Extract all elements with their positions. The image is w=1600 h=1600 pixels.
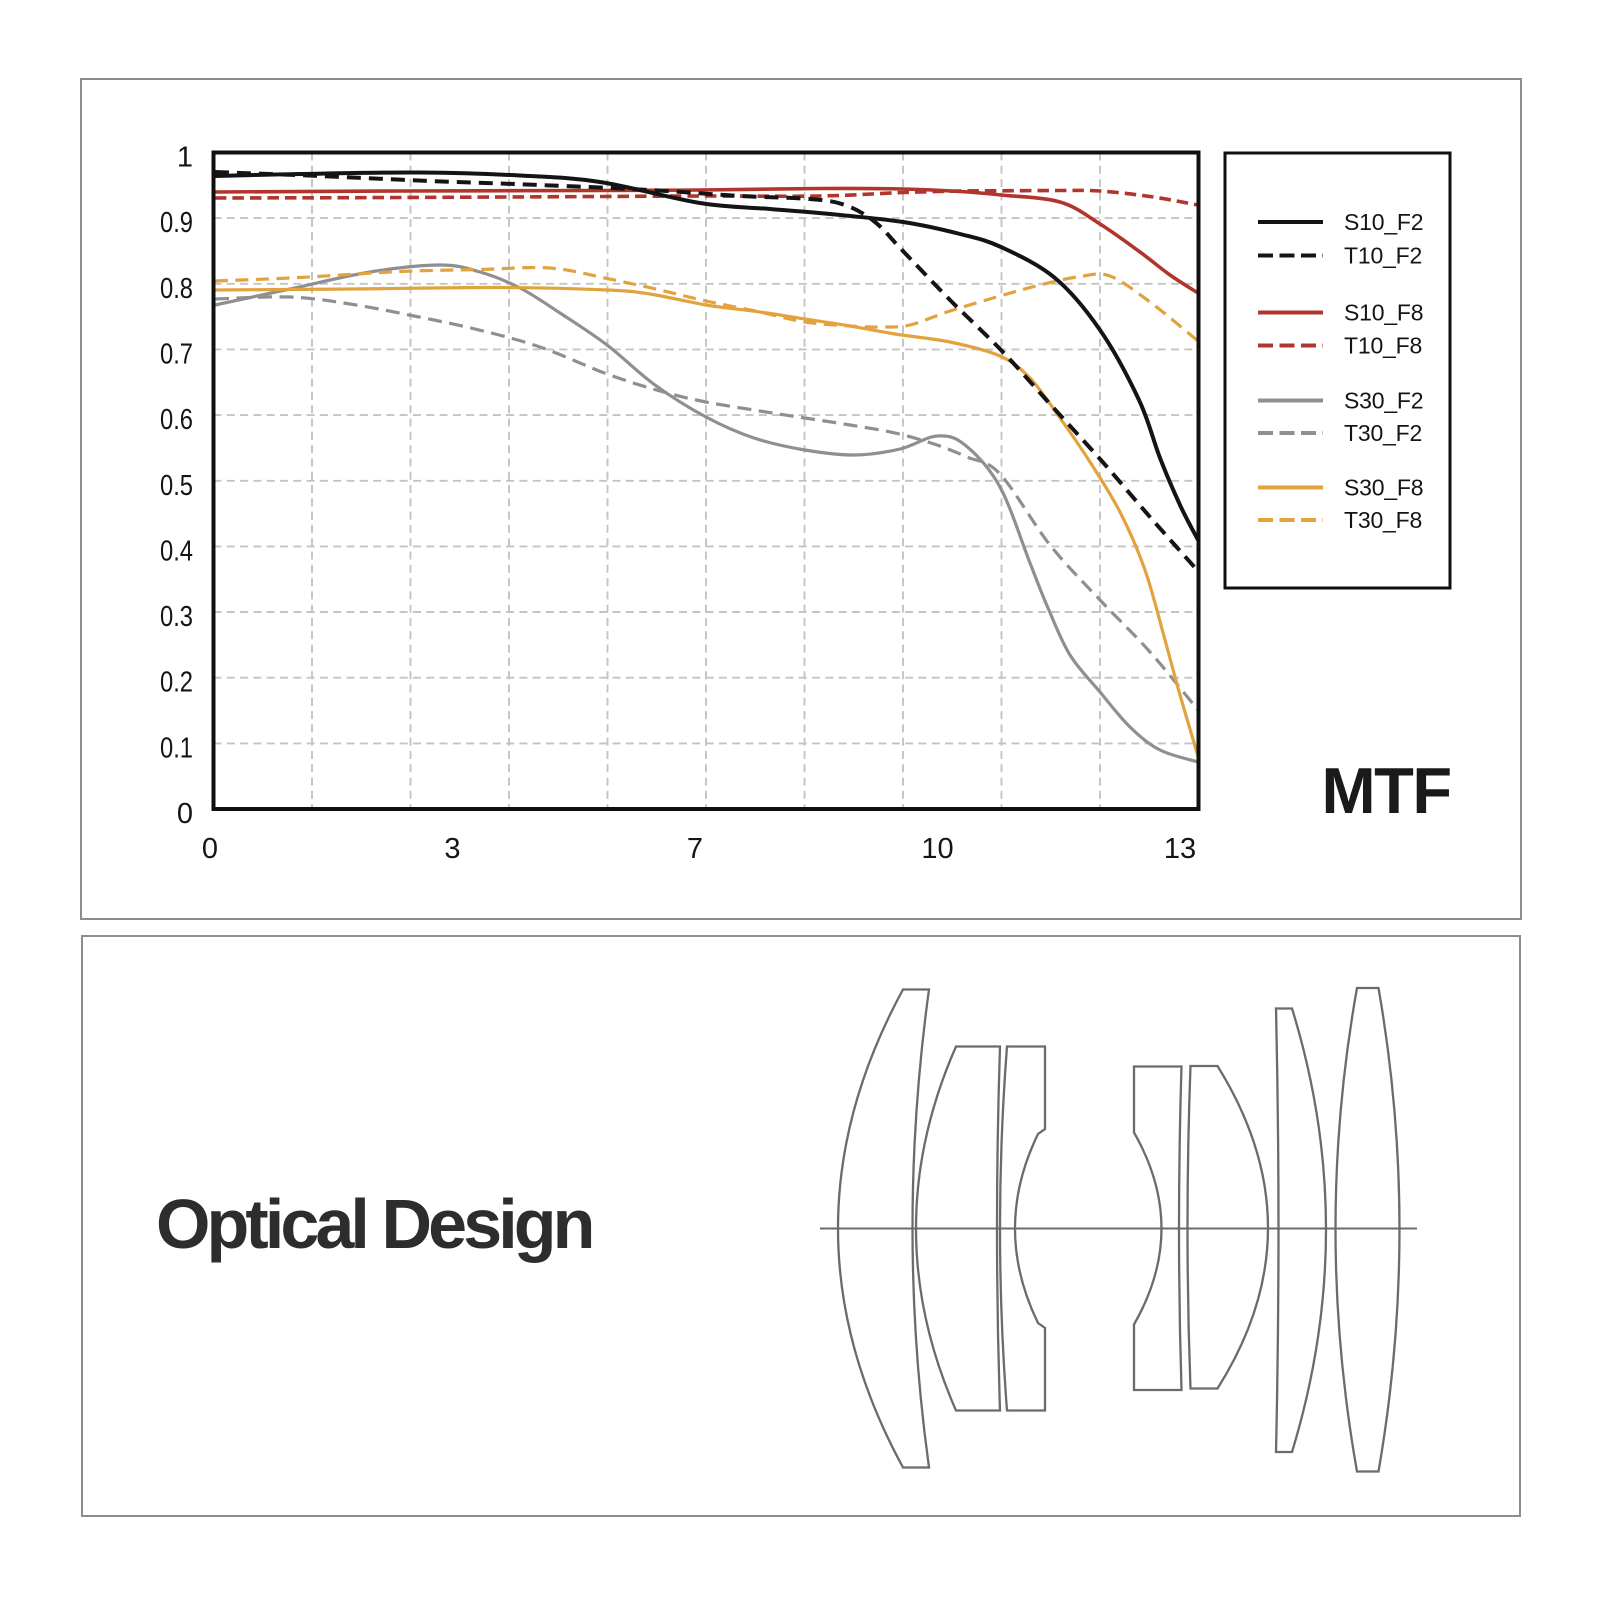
svg-text:0: 0 — [177, 798, 193, 830]
svg-text:S30_F2: S30_F2 — [1344, 388, 1423, 414]
svg-text:MTF: MTF — [1321, 754, 1450, 827]
svg-text:1: 1 — [177, 142, 193, 174]
svg-text:0.4: 0.4 — [160, 535, 193, 567]
svg-text:T10_F8: T10_F8 — [1344, 333, 1422, 359]
svg-text:7: 7 — [687, 833, 703, 865]
svg-text:T30_F2: T30_F2 — [1344, 420, 1422, 446]
svg-text:0.6: 0.6 — [160, 404, 193, 436]
svg-text:0.8: 0.8 — [160, 273, 193, 305]
svg-text:Optical Design: Optical Design — [156, 1185, 592, 1263]
svg-text:T10_F2: T10_F2 — [1344, 243, 1422, 269]
svg-text:0.2: 0.2 — [160, 667, 193, 699]
svg-text:S30_F8: S30_F8 — [1344, 475, 1423, 501]
svg-text:10: 10 — [921, 833, 953, 865]
svg-text:13: 13 — [1164, 833, 1196, 865]
svg-text:S10_F8: S10_F8 — [1344, 300, 1423, 326]
svg-text:0.5: 0.5 — [160, 470, 193, 502]
svg-text:0.7: 0.7 — [160, 338, 193, 370]
svg-text:0.3: 0.3 — [160, 601, 193, 633]
svg-text:0: 0 — [202, 833, 218, 865]
svg-text:3: 3 — [444, 833, 460, 865]
svg-text:T30_F8: T30_F8 — [1344, 507, 1422, 533]
svg-text:0.9: 0.9 — [160, 207, 193, 239]
svg-text:0.1: 0.1 — [160, 732, 193, 764]
svg-text:S10_F2: S10_F2 — [1344, 209, 1423, 235]
